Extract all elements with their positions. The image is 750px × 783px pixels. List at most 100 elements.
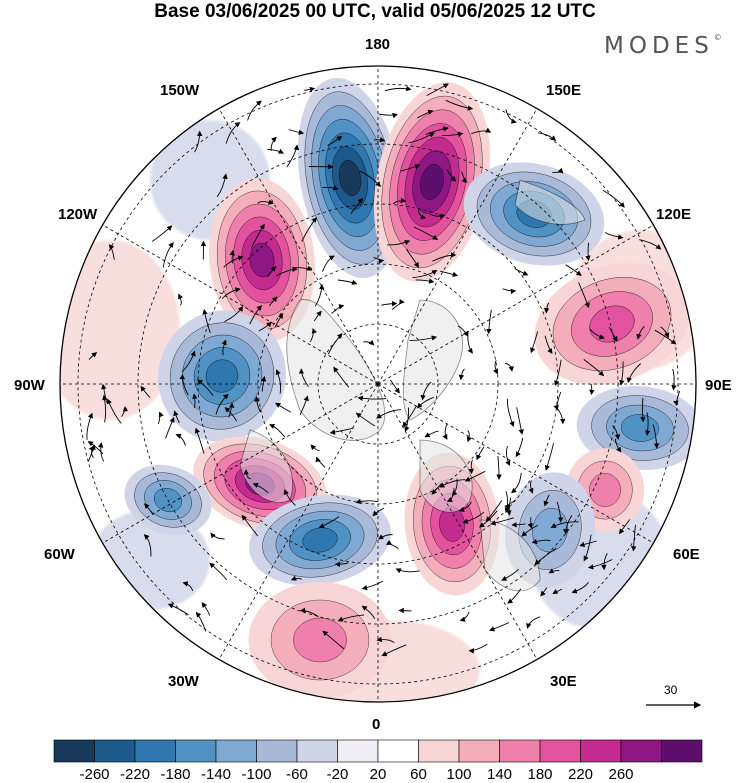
colorbar-tick-label: 20 [369,766,387,783]
wind-arrow [511,472,522,494]
wind-arrow [387,240,411,246]
wind-arrow [290,575,302,581]
brand-mark: © [713,33,722,42]
colorbar-swatch [94,739,136,763]
colorbar-swatch [661,739,703,763]
wind-arrow [274,313,284,328]
wind-arrow [543,494,550,507]
wind-arrow [372,507,385,517]
anomaly-center [208,177,316,343]
lon-label-120e: 120E [656,206,692,223]
wind-arrow [466,430,472,443]
wind-arrow [585,242,591,262]
wind-arrow [355,412,376,427]
wind-arrow [275,266,298,277]
wind-arrow [337,614,365,622]
wind-arrow [181,350,196,373]
anomaly-center [248,582,392,698]
colorbar-tick-label: -180 [160,766,191,783]
wind-arrow [505,109,517,124]
landmass [514,179,586,225]
wind-arrow [511,522,526,528]
wind-arrow [639,398,646,423]
wind-arrow [432,252,457,262]
wind-arrow [476,446,485,461]
wind-arrow [293,265,313,271]
wind-arrow [157,411,164,425]
wind-arrow [304,86,316,93]
meridian-line [377,108,538,385]
wind-arrow [376,409,402,419]
wind-arrow [538,132,557,141]
wind-arrow [604,232,624,240]
wind-arrow [416,396,434,409]
wind-arrow [404,407,410,432]
lon-label-30e: 30E [550,673,577,690]
wind-arrow [215,393,229,415]
wind-arrow [552,167,564,174]
wind-arrow [322,255,335,272]
wind-arrow [225,122,241,144]
map-boundary [59,65,697,703]
wind-arrow [86,412,93,440]
wind-arrow [327,333,343,355]
wind-arrow [182,581,194,592]
wind-arrow [391,299,405,310]
colorbar-swatch [499,739,541,763]
wind-arrow [468,643,488,654]
wind-arrow [175,433,186,446]
background-shading [60,240,180,420]
lon-label-150e: 150E [546,82,582,99]
wind-arrow [583,359,605,377]
wind-arrow [151,225,173,242]
colorbar-tick-label: -260 [79,766,110,783]
colorbar-tick-label: -100 [241,766,272,783]
colorbar-swatch [175,739,217,763]
map-disk [60,66,696,702]
wind-arrow [554,359,562,387]
wind-arrow [162,242,174,268]
wind-arrow [544,335,553,355]
wind-arrow [490,517,514,526]
wind-arrow [446,169,457,182]
wind-arrow [451,478,458,497]
wind-arrow [165,416,175,439]
wind-arrow [373,137,386,143]
wind-arrow [298,368,309,387]
wind-arrow [247,100,262,121]
anomaly-center [373,82,491,282]
anomaly-contour [420,164,444,200]
wind-arrow [322,630,345,650]
wind-arrow [377,534,393,540]
wind-arrow [485,500,503,523]
colorbar-swatch [256,739,298,763]
wind-arrow [361,605,376,619]
wind-arrow [269,423,286,438]
wind-arrow [618,519,631,535]
wind-arrow [275,369,282,394]
wind-arrow [440,270,459,277]
wind-arrow [209,562,228,581]
wind-arrow [406,249,419,268]
wind-arrow [439,479,466,488]
wind-arrow [608,326,618,342]
wind-arrow [544,443,555,471]
wind-arrow [194,427,205,454]
wind-arrow [426,83,449,97]
colorbar-tick-label: 220 [567,766,594,783]
wind-arrow [445,99,474,111]
wind-arrow [527,517,533,529]
wind-arrow [249,305,263,325]
wind-arrow [88,445,94,458]
wind-arrow [299,607,319,617]
wind-arrow [310,327,317,342]
colorbar-swatch [53,739,95,763]
wind-arrow [252,482,269,493]
lon-label-180: 180 [365,36,391,53]
landmass [479,519,541,592]
wind-arrow [87,441,104,455]
wind-arrow [587,559,613,570]
lon-label-90w: 90W [14,377,45,394]
lon-label-30w: 30W [168,673,199,690]
